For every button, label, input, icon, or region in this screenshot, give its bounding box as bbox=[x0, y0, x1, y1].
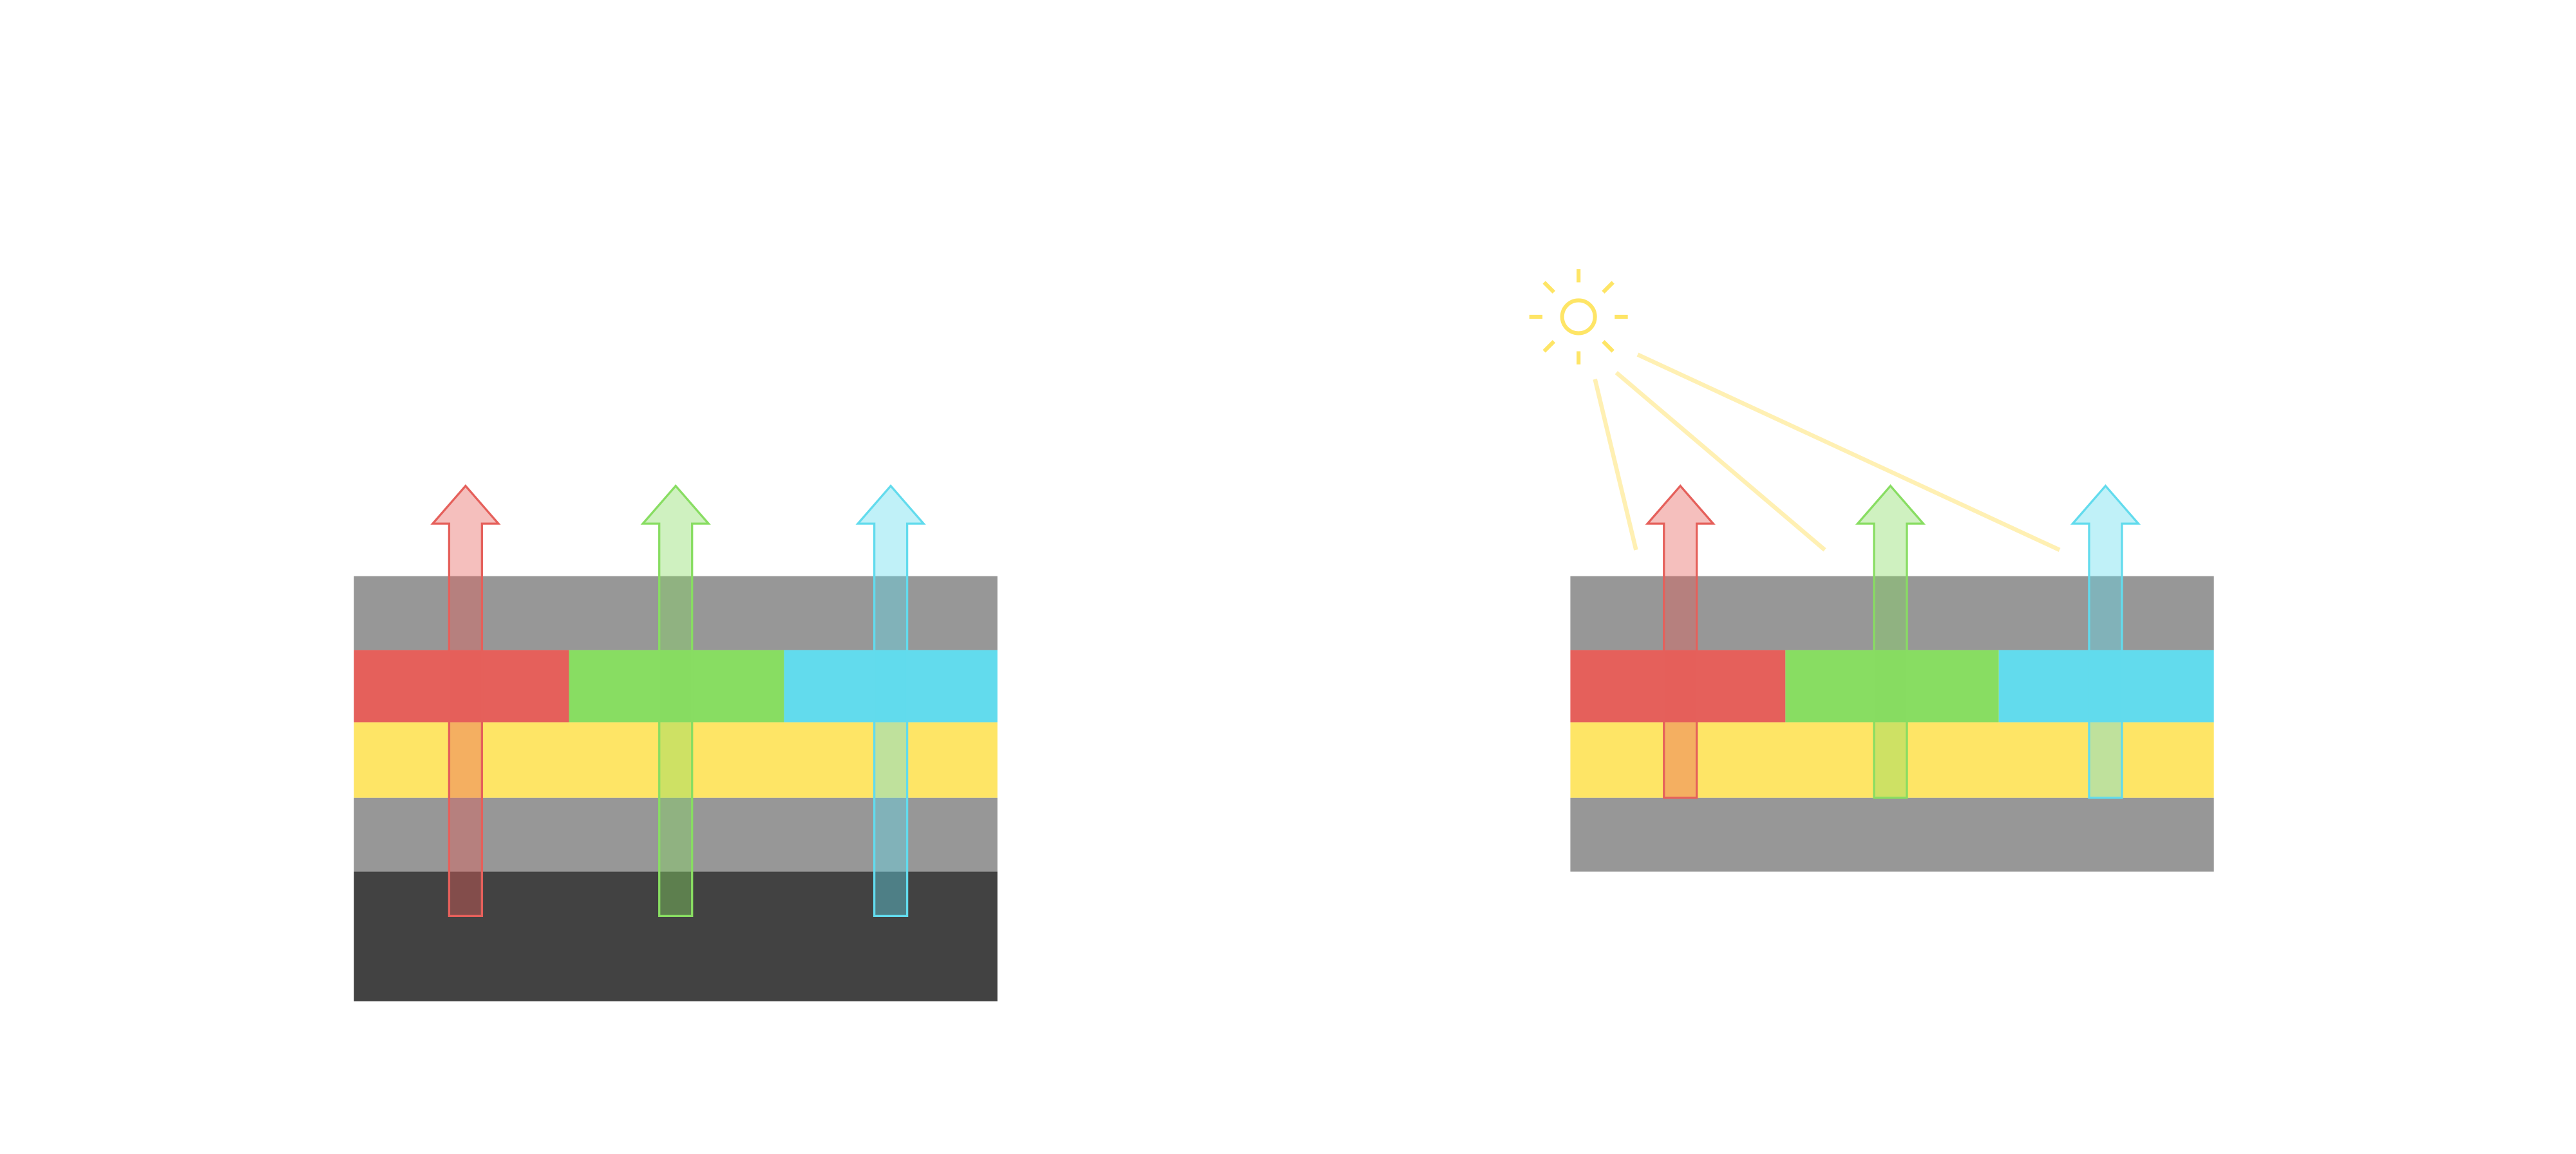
right-bottom-gray-layer bbox=[1570, 797, 2214, 872]
left-cyan-arrow-icon bbox=[855, 484, 926, 918]
right-top-gray-layer bbox=[1570, 576, 2214, 650]
sun-disc bbox=[1560, 298, 1597, 336]
right-cyan-subpixel bbox=[1998, 650, 2214, 723]
left-cyan-subpixel bbox=[784, 650, 998, 723]
right-yellow-layer bbox=[1570, 722, 2214, 798]
left-top-gray-layer bbox=[354, 576, 998, 650]
sun-ray-short bbox=[1602, 281, 1615, 294]
left-green-arrow-icon bbox=[640, 484, 711, 918]
left-red-subpixel bbox=[354, 650, 569, 723]
left-red-arrow-icon bbox=[430, 484, 501, 918]
right-red-arrow-icon bbox=[1645, 484, 1716, 799]
sun-ray-short bbox=[1542, 281, 1556, 294]
left-stack bbox=[354, 484, 998, 1001]
left-bottom-gray-layer bbox=[354, 797, 998, 872]
right-red-subpixel bbox=[1570, 650, 1786, 723]
light-ray bbox=[1636, 352, 2061, 552]
left-yellow-layer bbox=[354, 722, 998, 798]
sun-ray-short bbox=[1542, 340, 1556, 353]
right-green-arrow-icon bbox=[1855, 484, 1926, 799]
right-green-subpixel bbox=[1785, 650, 1999, 723]
ambient-light-rays bbox=[1593, 352, 2061, 552]
light-ray bbox=[1615, 371, 1826, 552]
light-ray bbox=[1593, 379, 1638, 551]
left-dark-backlight-layer bbox=[354, 871, 998, 1001]
sun-ray-short bbox=[1602, 340, 1615, 353]
sun-icon bbox=[1529, 269, 1628, 364]
right-stack bbox=[1529, 269, 2214, 872]
left-green-subpixel bbox=[569, 650, 784, 723]
right-cyan-arrow-icon bbox=[2070, 484, 2141, 799]
